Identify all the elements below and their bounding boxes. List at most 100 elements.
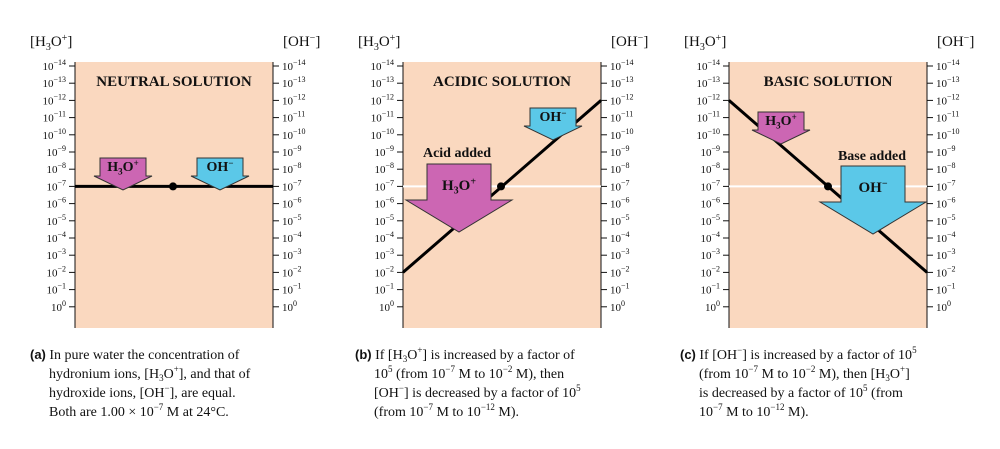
left-tick-label: 10−14 <box>370 58 394 73</box>
right-tick-label: 10−14 <box>936 58 960 73</box>
right-tick-label: 10−5 <box>936 213 956 228</box>
left-tick-label: 10−10 <box>696 127 720 142</box>
right-tick-label: 10−7 <box>610 178 630 193</box>
right-tick-label: 10−3 <box>282 247 302 262</box>
right-axis-header: [OH−] <box>611 33 648 50</box>
right-tick-label: 10−6 <box>610 196 630 211</box>
arrow-shape <box>751 111 811 145</box>
h3o-arrow: H3O+ <box>751 111 811 145</box>
left-axis-header: [H3O+] <box>358 33 400 53</box>
panel-background <box>75 62 273 328</box>
left-tick-label: 10−9 <box>46 144 66 159</box>
left-tick-label: 10−13 <box>696 75 720 90</box>
caption-c: (c) If [OH−] is increased by a factor of… <box>680 345 917 421</box>
caption-a: (a) In pure water the concentration of h… <box>30 347 251 420</box>
right-tick-label: 10−11 <box>936 110 959 125</box>
left-tick-label: 10−2 <box>46 264 66 279</box>
left-tick-label: 10−3 <box>46 247 66 262</box>
right-tick-label: 10−5 <box>610 213 630 228</box>
left-tick-label: 10−2 <box>700 264 720 279</box>
right-tick-label: 10−8 <box>936 161 956 176</box>
left-tick-label: 10−9 <box>374 144 394 159</box>
right-tick-label: 10−4 <box>282 230 302 245</box>
right-axis-header: [OH−] <box>283 33 320 50</box>
right-tick-label: 10−1 <box>610 282 630 297</box>
left-tick-label: 10−3 <box>700 247 720 262</box>
right-tick-label: 10−2 <box>936 264 956 279</box>
right-tick-label: 10−12 <box>282 92 306 107</box>
left-tick-label: 10−2 <box>374 264 394 279</box>
arrow-label: OH− <box>540 108 567 125</box>
arrow-shape <box>404 163 514 233</box>
right-tick-label: 10−11 <box>282 110 305 125</box>
right-tick-label: 10−1 <box>936 282 956 297</box>
left-tick-label: 10−8 <box>374 161 394 176</box>
left-tick-label: 10−14 <box>42 58 66 73</box>
right-tick-label: 10−9 <box>282 144 302 159</box>
caption-b: (b) If [H3O+] is increased by a factor o… <box>355 345 581 421</box>
left-tick-label: 10−6 <box>46 196 66 211</box>
left-tick-label: 10−9 <box>700 144 720 159</box>
right-tick-label: 10−14 <box>610 58 634 73</box>
h3o-arrow: H3O+ <box>93 157 153 191</box>
arrow-label: OH− <box>207 158 234 175</box>
left-tick-label: 10−4 <box>46 230 66 245</box>
right-tick-label: 10−10 <box>282 127 306 142</box>
right-tick-label: 10−4 <box>610 230 630 245</box>
left-tick-label: 10−5 <box>46 213 66 228</box>
arrow-shape <box>818 165 928 235</box>
h3o-arrow: H3O+ <box>404 163 514 233</box>
right-tick-label: 10−6 <box>936 196 956 211</box>
original-point <box>824 182 832 191</box>
right-tick-label: 10−3 <box>936 247 956 262</box>
right-tick-label: 10−13 <box>936 75 960 90</box>
caption-tag: (b) <box>355 347 372 362</box>
left-tick-label: 10−12 <box>696 92 720 107</box>
right-tick-label: 10−2 <box>610 264 630 279</box>
right-tick-label: 10−13 <box>282 75 306 90</box>
left-tick-label: 100 <box>379 299 394 314</box>
left-tick-label: 10−10 <box>42 127 66 142</box>
right-tick-label: 10−3 <box>610 247 630 262</box>
left-tick-label: 10−6 <box>374 196 394 211</box>
right-tick-label: 10−9 <box>936 144 956 159</box>
left-tick-label: 10−11 <box>697 110 720 125</box>
left-tick-label: 10−10 <box>370 127 394 142</box>
left-tick-label: 10−3 <box>374 247 394 262</box>
caption-tag: (a) <box>30 347 46 362</box>
panel-a: [H3O+] [OH−] 10−14 10−14 10−13 10−13 10−12 10−1… <box>30 33 320 328</box>
left-tick-label: 100 <box>705 299 720 314</box>
left-tick-label: 10−8 <box>46 161 66 176</box>
caption-tag: (c) <box>680 347 696 362</box>
panel-b: [H3O+] [OH−] 10−14 10−14 10−13 10−13 10−12 10−1… <box>358 33 648 328</box>
arrow-label: H3O+ <box>765 112 796 130</box>
arrow-shape <box>523 107 583 141</box>
right-tick-label: 10−12 <box>936 92 960 107</box>
left-tick-label: 10−4 <box>700 230 720 245</box>
left-tick-label: 10−4 <box>374 230 394 245</box>
left-tick-label: 10−13 <box>370 75 394 90</box>
left-axis-header: [H3O+] <box>684 33 726 53</box>
right-tick-label: 10−12 <box>610 92 634 107</box>
left-tick-label: 10−5 <box>374 213 394 228</box>
equilibrium-point <box>169 182 177 191</box>
right-tick-label: 10−7 <box>282 178 302 193</box>
left-tick-label: 10−8 <box>700 161 720 176</box>
base-added-label: Base added <box>838 149 906 164</box>
left-tick-label: 10−7 <box>374 178 394 193</box>
original-point <box>497 182 505 191</box>
left-tick-label: 10−6 <box>700 196 720 211</box>
left-tick-label: 10−5 <box>700 213 720 228</box>
right-tick-label: 10−4 <box>936 230 956 245</box>
right-tick-label: 10−8 <box>282 161 302 176</box>
panel-title: BASIC SOLUTION <box>764 74 893 90</box>
left-axis-header: [H3O+] <box>30 33 72 53</box>
left-tick-label: 10−13 <box>42 75 66 90</box>
right-tick-label: 10−10 <box>610 127 634 142</box>
right-tick-label: 10−8 <box>610 161 630 176</box>
panel-c: [H3O+] [OH−] 10−14 10−14 10−13 10−13 10−12 10−1… <box>684 33 974 328</box>
oh-arrow: OH− <box>190 157 250 191</box>
right-tick-label: 10−2 <box>282 264 302 279</box>
left-tick-label: 10−7 <box>700 178 720 193</box>
